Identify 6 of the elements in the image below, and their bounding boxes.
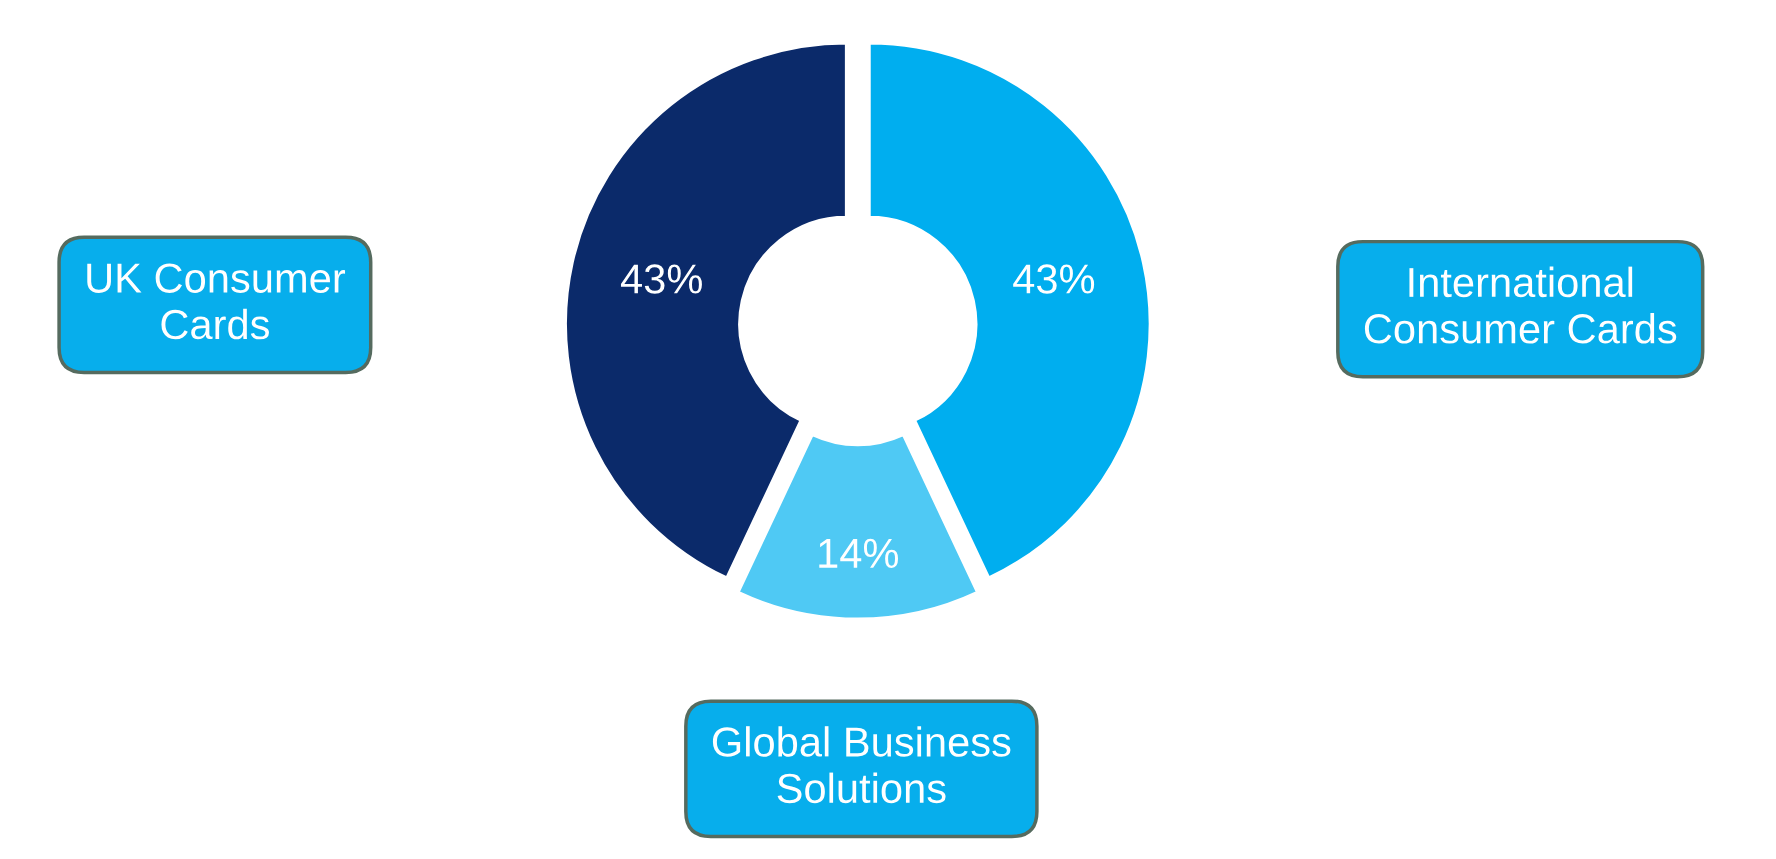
slice-label: Global Business Solutions [712, 726, 1011, 804]
slice-label: International Consumer Cards [1364, 266, 1677, 344]
data-label: 43% [1013, 264, 1095, 294]
data-label: 14% [819, 538, 899, 568]
data-label: 43% [620, 264, 702, 294]
slice-label: UK Consumer Cards [87, 263, 346, 340]
